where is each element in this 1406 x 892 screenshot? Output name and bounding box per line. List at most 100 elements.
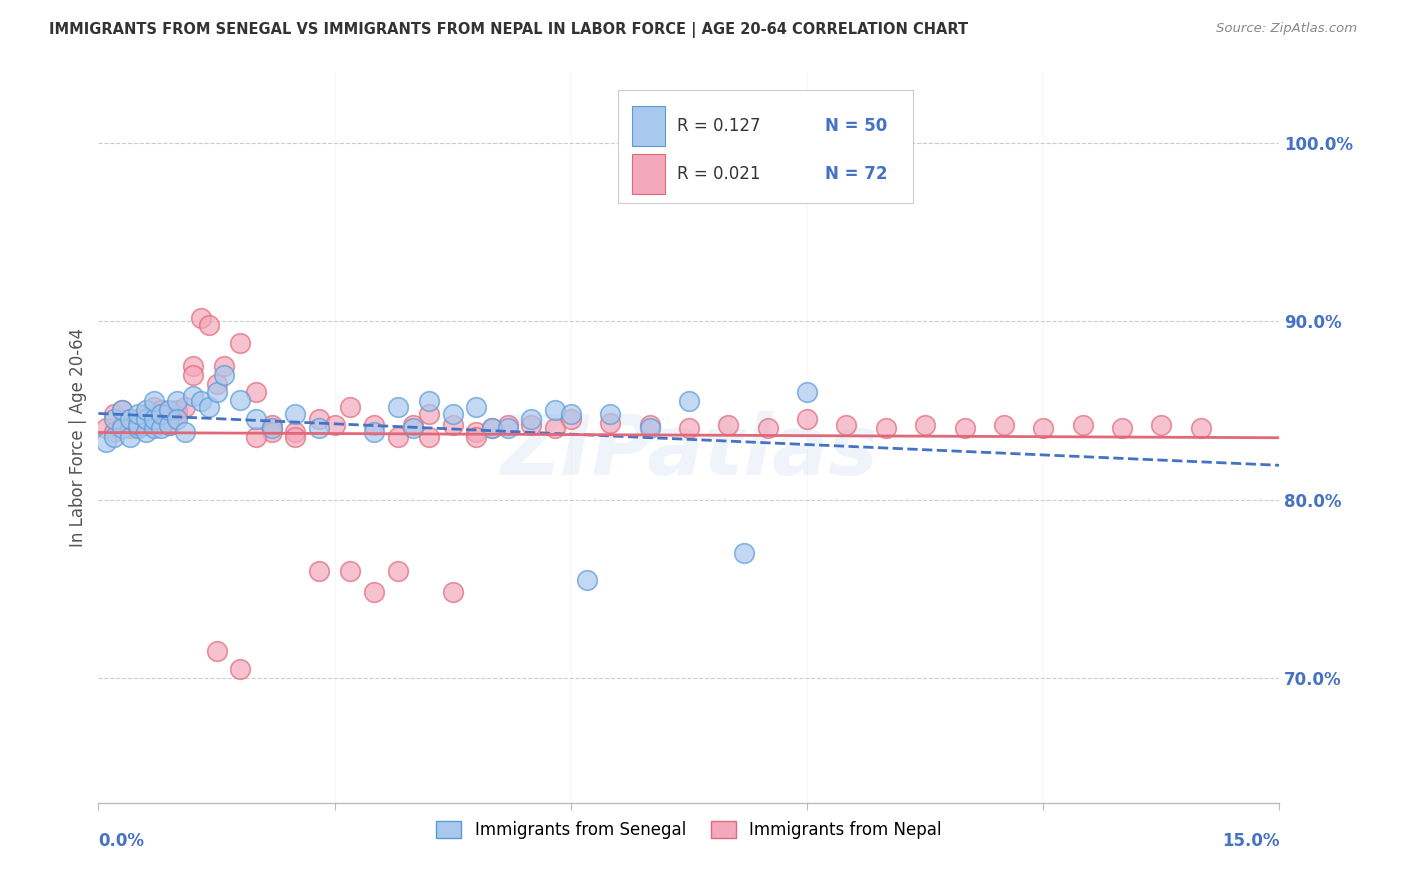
Point xyxy=(103,407,125,421)
Point xyxy=(284,430,307,444)
Point xyxy=(560,407,582,421)
Point xyxy=(142,400,165,414)
Point xyxy=(387,564,409,578)
Point xyxy=(418,407,440,421)
Point xyxy=(245,412,267,426)
Point xyxy=(135,417,157,432)
Point xyxy=(520,417,543,432)
Point xyxy=(260,417,283,432)
Point xyxy=(560,412,582,426)
Point xyxy=(103,412,125,426)
Point xyxy=(284,407,307,421)
Point xyxy=(142,394,165,409)
Point xyxy=(993,417,1015,432)
Point xyxy=(835,417,858,432)
Point xyxy=(284,425,307,439)
Point xyxy=(150,403,173,417)
Point xyxy=(205,385,228,400)
Point xyxy=(96,435,118,450)
Point xyxy=(796,412,818,426)
Point xyxy=(599,416,621,430)
Point xyxy=(953,421,976,435)
Point xyxy=(465,425,488,439)
Text: 0.0%: 0.0% xyxy=(98,832,145,850)
Point xyxy=(157,417,180,432)
Point xyxy=(118,412,141,426)
Point xyxy=(127,417,149,432)
Text: N = 50: N = 50 xyxy=(825,117,887,136)
Point xyxy=(796,385,818,400)
Point xyxy=(190,310,212,325)
Point xyxy=(1111,421,1133,435)
Point xyxy=(118,430,141,444)
Point xyxy=(197,318,219,332)
Point xyxy=(308,564,330,578)
Point xyxy=(402,417,425,432)
Point xyxy=(181,389,204,403)
Point xyxy=(441,417,464,432)
Point xyxy=(1150,417,1173,432)
Point xyxy=(339,564,361,578)
Point xyxy=(96,421,118,435)
Point xyxy=(678,421,700,435)
Legend: Immigrants from Senegal, Immigrants from Nepal: Immigrants from Senegal, Immigrants from… xyxy=(430,814,948,846)
Point xyxy=(135,403,157,417)
Point xyxy=(181,368,204,382)
Point xyxy=(363,585,385,599)
Point xyxy=(174,400,197,414)
Text: Source: ZipAtlas.com: Source: ZipAtlas.com xyxy=(1216,22,1357,36)
Point xyxy=(465,430,488,444)
Point xyxy=(308,421,330,435)
Point xyxy=(111,417,134,432)
Point xyxy=(260,421,283,435)
Point xyxy=(496,417,519,432)
Point xyxy=(520,412,543,426)
Point xyxy=(127,421,149,435)
Point xyxy=(103,430,125,444)
Point xyxy=(229,392,252,407)
Point xyxy=(914,417,936,432)
Point xyxy=(111,403,134,417)
Point xyxy=(214,359,236,373)
Point xyxy=(142,417,165,432)
Point xyxy=(111,403,134,417)
Point xyxy=(1189,421,1212,435)
Point xyxy=(118,421,141,435)
Point xyxy=(150,421,173,435)
Point xyxy=(142,421,165,435)
Point xyxy=(142,412,165,426)
Point xyxy=(205,376,228,391)
Point xyxy=(103,425,125,439)
Point xyxy=(181,359,204,373)
Point xyxy=(135,407,157,421)
Bar xyxy=(633,106,665,146)
Text: ZIPatlas: ZIPatlas xyxy=(501,411,877,492)
Point xyxy=(441,585,464,599)
Point xyxy=(363,417,385,432)
Point xyxy=(229,662,252,676)
Point xyxy=(402,421,425,435)
Point xyxy=(544,403,567,417)
Text: 15.0%: 15.0% xyxy=(1222,832,1279,850)
Point xyxy=(418,394,440,409)
Point xyxy=(166,403,188,417)
Point xyxy=(441,407,464,421)
Point xyxy=(205,644,228,658)
Point xyxy=(260,425,283,439)
Point xyxy=(166,407,188,421)
Bar xyxy=(633,153,665,194)
Point xyxy=(678,394,700,409)
Point xyxy=(150,412,173,426)
Point xyxy=(1071,417,1094,432)
Point xyxy=(733,546,755,560)
Point xyxy=(756,421,779,435)
Point xyxy=(418,430,440,444)
Point xyxy=(387,430,409,444)
Point xyxy=(118,412,141,426)
Y-axis label: In Labor Force | Age 20-64: In Labor Force | Age 20-64 xyxy=(69,327,87,547)
Point xyxy=(166,412,188,426)
Text: N = 72: N = 72 xyxy=(825,165,887,183)
Text: R = 0.127: R = 0.127 xyxy=(678,117,761,136)
Point xyxy=(166,394,188,409)
Point xyxy=(157,403,180,417)
